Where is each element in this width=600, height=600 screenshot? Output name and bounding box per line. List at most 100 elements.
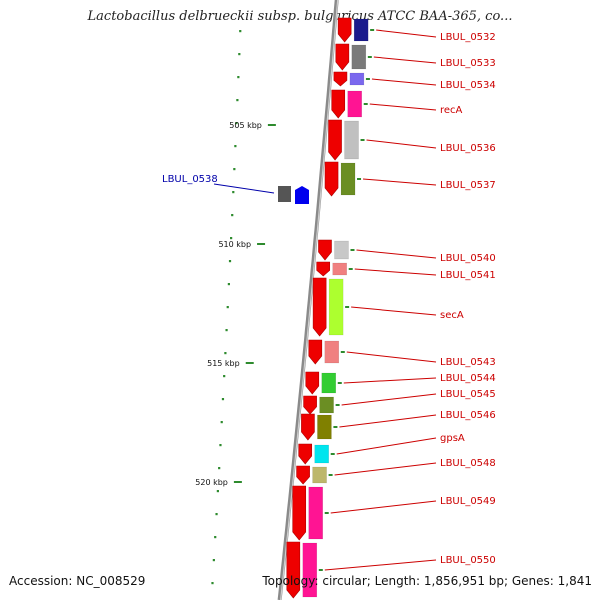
ruler-dot bbox=[232, 191, 235, 194]
cog-box bbox=[347, 90, 362, 118]
gene-tick bbox=[335, 404, 340, 406]
ruler-dot bbox=[235, 122, 238, 125]
gene-tick bbox=[318, 569, 323, 571]
gene-tick bbox=[345, 306, 350, 308]
gene-label: LBUL_0545 bbox=[440, 389, 496, 400]
ruler-dot bbox=[238, 53, 241, 56]
label-leader bbox=[334, 462, 437, 476]
gene-label: LBUL_0548 bbox=[440, 458, 496, 469]
cds-arrow bbox=[303, 395, 317, 415]
cog-box bbox=[328, 278, 344, 336]
cog-track bbox=[278, 18, 369, 598]
gene-tick bbox=[340, 351, 345, 353]
outer-cog-box bbox=[278, 186, 291, 202]
label-leader bbox=[373, 56, 437, 64]
gene-tick bbox=[324, 512, 329, 514]
label-leader bbox=[356, 249, 437, 259]
cds-arrow bbox=[292, 485, 307, 541]
label-leader bbox=[346, 351, 437, 363]
cog-box bbox=[332, 262, 347, 276]
cds-arrow bbox=[312, 277, 327, 337]
cog-box bbox=[317, 414, 332, 440]
ruler-dot bbox=[212, 559, 215, 562]
gene-label: gpsA bbox=[440, 433, 465, 444]
gene-tick bbox=[370, 29, 375, 31]
cds-arrow bbox=[301, 413, 315, 441]
gene-tick bbox=[363, 103, 368, 105]
label-leader bbox=[362, 178, 437, 186]
cds-arrow bbox=[318, 239, 332, 261]
gene-tick bbox=[360, 139, 365, 141]
gene-label: LBUL_0541 bbox=[440, 270, 496, 281]
label-leader bbox=[336, 437, 437, 455]
cds-arrow bbox=[335, 43, 350, 71]
cog-box bbox=[353, 18, 369, 42]
label-leader bbox=[351, 306, 437, 316]
gene-label: LBUL_0537 bbox=[440, 180, 496, 191]
gene-tick bbox=[337, 382, 342, 384]
ruler-dot bbox=[214, 536, 217, 539]
cog-box bbox=[334, 240, 349, 260]
gene-tick bbox=[367, 56, 372, 58]
gene-tick bbox=[333, 426, 338, 428]
label-leader bbox=[366, 139, 437, 149]
gene-label: LBUL_0534 bbox=[440, 80, 496, 91]
cog-box bbox=[308, 486, 323, 540]
ruler-dot bbox=[218, 467, 221, 470]
label-leader bbox=[354, 268, 437, 276]
cds-arrow bbox=[331, 89, 346, 119]
ruler-dot bbox=[228, 260, 232, 263]
ruler-dot bbox=[227, 283, 230, 286]
label-leader bbox=[376, 29, 437, 38]
ruler-label: 510 kbp bbox=[218, 240, 251, 249]
gene-label: LBUL_0538 bbox=[162, 174, 218, 185]
cds-arrow bbox=[298, 443, 313, 465]
cds-arrow bbox=[333, 71, 348, 87]
gene-label: LBUL_0536 bbox=[440, 143, 496, 154]
ruler-dot bbox=[237, 76, 240, 79]
cog-box bbox=[324, 340, 340, 364]
gene-tick bbox=[328, 474, 333, 476]
ruler-dot bbox=[230, 237, 233, 240]
cds-arrow bbox=[286, 541, 301, 599]
cog-box bbox=[349, 72, 365, 86]
map-title: Lactobacillus delbrueckii subsp. bulgari… bbox=[87, 9, 513, 24]
ruler-dot bbox=[226, 306, 229, 309]
ruler-dot bbox=[223, 375, 226, 378]
cds-arrow bbox=[305, 371, 320, 395]
label-leader bbox=[330, 500, 437, 514]
ruler-label: 505 kbp bbox=[229, 121, 262, 130]
gene-tick bbox=[365, 78, 370, 80]
cog-box bbox=[344, 120, 359, 160]
cds-arrow bbox=[328, 119, 342, 161]
ruler-dot bbox=[231, 214, 234, 217]
cog-box bbox=[351, 44, 367, 70]
gene-label: LBUL_0550 bbox=[440, 555, 496, 566]
ruler-dot bbox=[224, 352, 227, 355]
cds-arrow bbox=[337, 17, 352, 43]
label-leader bbox=[339, 414, 437, 428]
cds-arrow bbox=[324, 161, 339, 197]
ruler-labels: 505 kbp 510 kbp 515 kbp 520 kbp bbox=[195, 121, 276, 487]
outer-cds-arrow bbox=[295, 186, 309, 204]
ruler-dot bbox=[215, 513, 218, 516]
gene-label: LBUL_0544 bbox=[440, 373, 496, 384]
label-leader bbox=[324, 559, 437, 571]
cds-track bbox=[286, 17, 352, 599]
label-leader bbox=[371, 78, 437, 86]
accession-text: Accession: NC_008529 bbox=[9, 574, 146, 588]
cds-arrow bbox=[308, 339, 323, 365]
label-leader bbox=[343, 377, 437, 384]
ruler-dot bbox=[216, 490, 219, 493]
ruler-label: 515 kbp bbox=[207, 359, 240, 368]
cog-box bbox=[319, 396, 334, 414]
backbone-line bbox=[277, 0, 339, 600]
cog-box bbox=[340, 162, 356, 196]
cds-arrow bbox=[296, 465, 310, 485]
gene-tick bbox=[348, 268, 353, 270]
gene-tick bbox=[350, 249, 355, 251]
ruler-dot bbox=[221, 398, 225, 401]
cog-box bbox=[314, 444, 329, 464]
gene-labels: LBUL_0532 LBUL_0533 LBUL_0534 recA LBUL_0536… bbox=[162, 29, 496, 571]
summary-text: Topology: circular; Length: 1,856,951 bp… bbox=[262, 574, 592, 588]
